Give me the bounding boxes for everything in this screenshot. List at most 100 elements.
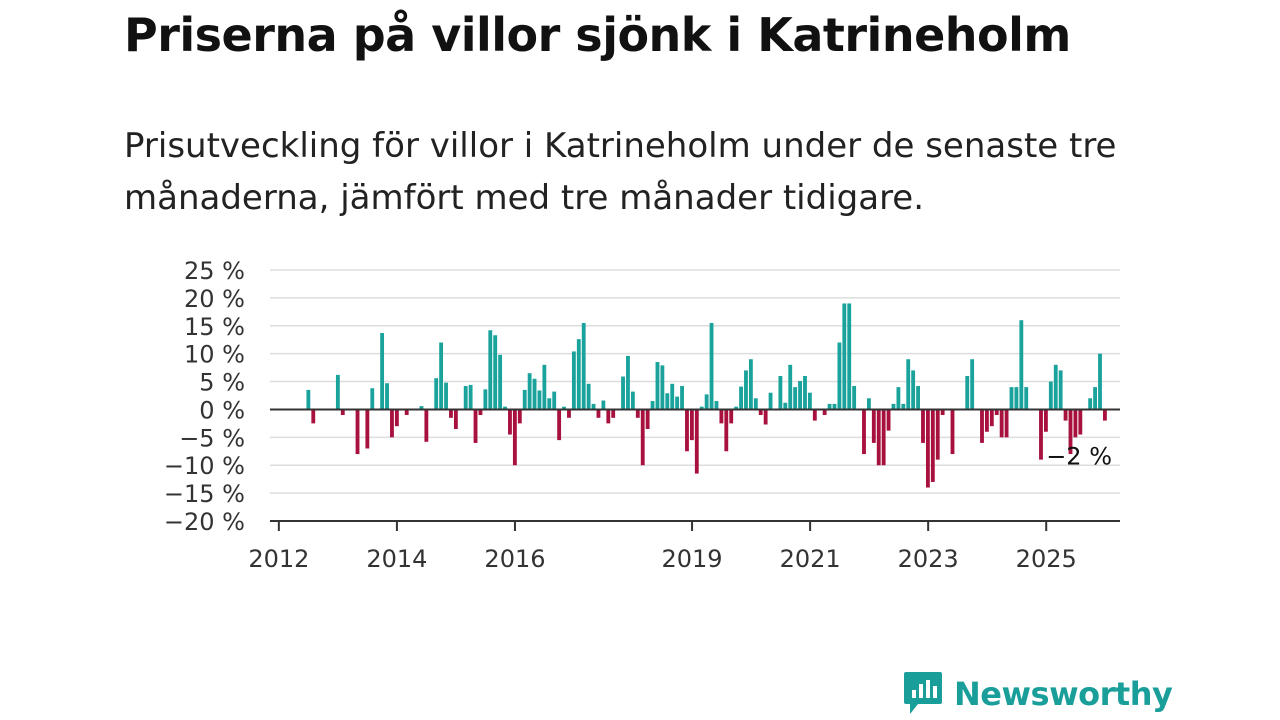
y-axis-ticks: 25 %20 %15 %10 %5 %0 %−5 %−10 %−15 %−20 … bbox=[164, 257, 245, 536]
chart-subtitle: Prisutveckling för villor i Katrineholm … bbox=[124, 126, 1117, 218]
bar-negative bbox=[1063, 409, 1068, 421]
bar-positive bbox=[891, 403, 896, 410]
bar-positive bbox=[335, 374, 340, 410]
x-tick-label: 2016 bbox=[484, 545, 545, 573]
bar-positive bbox=[547, 398, 552, 410]
bar-positive bbox=[1093, 387, 1097, 410]
bar-negative bbox=[886, 409, 891, 431]
bars bbox=[270, 303, 1120, 488]
bar-positive bbox=[1048, 381, 1053, 410]
bar-positive bbox=[483, 389, 488, 410]
grid-lines bbox=[270, 269, 1120, 494]
bar-negative bbox=[478, 409, 483, 416]
y-tick-label: 25 % bbox=[184, 257, 245, 285]
bar-negative bbox=[635, 409, 640, 418]
bar-positive bbox=[380, 333, 385, 410]
bar-negative bbox=[812, 409, 817, 421]
bar-negative bbox=[394, 409, 399, 427]
bar-negative bbox=[1039, 409, 1043, 460]
bar-positive bbox=[444, 382, 448, 410]
bar-positive bbox=[911, 370, 916, 410]
bar-negative bbox=[719, 409, 724, 424]
bar-positive bbox=[562, 406, 566, 410]
bar-negative bbox=[989, 409, 994, 427]
bar-negative bbox=[365, 409, 370, 449]
bar-positive bbox=[906, 359, 911, 410]
annotation: −2 % bbox=[1046, 443, 1112, 471]
bar-negative bbox=[512, 409, 517, 466]
bar-negative bbox=[596, 409, 601, 418]
bar-positive bbox=[1019, 320, 1024, 410]
bar-positive bbox=[709, 322, 714, 410]
bar-positive bbox=[739, 386, 743, 410]
bar-positive bbox=[788, 364, 793, 410]
y-tick-label: 0 % bbox=[199, 396, 245, 424]
bar-positive bbox=[522, 389, 527, 410]
bar-negative bbox=[925, 409, 930, 488]
bar-negative bbox=[984, 409, 989, 432]
bar-positive bbox=[1058, 370, 1063, 410]
bar-positive bbox=[1009, 387, 1014, 410]
bar-negative bbox=[871, 409, 876, 443]
bar-positive bbox=[1088, 398, 1093, 410]
bar-positive bbox=[650, 401, 655, 410]
y-tick-label: 10 % bbox=[184, 341, 245, 369]
bar-positive bbox=[798, 381, 802, 410]
bar-negative bbox=[473, 409, 478, 443]
y-tick-label: −5 % bbox=[179, 424, 245, 452]
y-tick-label: 15 % bbox=[184, 313, 245, 341]
bar-positive bbox=[901, 403, 906, 410]
bar-positive bbox=[493, 335, 498, 410]
bar-negative bbox=[950, 409, 955, 455]
y-tick-label: −10 % bbox=[164, 452, 245, 480]
bar-negative bbox=[685, 409, 689, 452]
bar-positive bbox=[896, 387, 901, 410]
bar-positive bbox=[626, 355, 630, 410]
bar-positive bbox=[793, 387, 798, 410]
bar-negative bbox=[567, 409, 571, 418]
y-tick-label: −20 % bbox=[164, 508, 245, 536]
bar-positive bbox=[753, 398, 758, 410]
bar-negative bbox=[606, 409, 611, 424]
newsworthy-logo: Newsworthy bbox=[902, 670, 1173, 718]
bar-negative bbox=[940, 409, 945, 416]
bar-positive bbox=[439, 342, 444, 410]
bar-negative bbox=[763, 409, 768, 425]
bar-negative bbox=[724, 409, 729, 452]
x-tick-label: 2012 bbox=[248, 545, 309, 573]
bar-positive bbox=[970, 359, 975, 410]
bar-positive bbox=[827, 403, 832, 410]
bar-positive bbox=[527, 373, 532, 410]
bar-positive bbox=[807, 392, 812, 410]
bar-negative bbox=[999, 409, 1004, 438]
bar-positive bbox=[744, 370, 748, 410]
y-tick-label: −15 % bbox=[164, 480, 245, 508]
bar-positive bbox=[803, 375, 807, 410]
bar-negative bbox=[390, 409, 394, 438]
bar-positive bbox=[852, 386, 857, 410]
chart-title: Priserna på villor sjönk i Katrineholm bbox=[124, 8, 1071, 62]
bar-positive bbox=[621, 376, 625, 410]
bar-positive bbox=[675, 396, 680, 410]
bar-positive bbox=[385, 383, 389, 410]
bar-positive bbox=[714, 401, 719, 410]
bar-positive bbox=[1024, 387, 1029, 410]
bar-positive bbox=[665, 393, 670, 410]
newsworthy-logo-icon bbox=[904, 672, 942, 714]
bar-positive bbox=[463, 386, 468, 410]
bar-negative bbox=[449, 409, 453, 418]
bar-negative bbox=[881, 409, 886, 466]
bar-negative bbox=[862, 409, 866, 455]
x-tick-label: 2021 bbox=[780, 545, 841, 573]
bar-positive bbox=[370, 388, 375, 410]
bar-positive bbox=[498, 354, 503, 410]
bar-negative bbox=[876, 409, 881, 466]
bar-positive bbox=[503, 406, 507, 410]
bar-positive bbox=[591, 403, 596, 410]
bar-positive bbox=[552, 391, 557, 410]
bar-negative bbox=[994, 409, 999, 416]
bar-negative bbox=[1068, 409, 1073, 455]
bar-negative bbox=[645, 409, 650, 429]
bar-positive bbox=[1014, 387, 1019, 410]
